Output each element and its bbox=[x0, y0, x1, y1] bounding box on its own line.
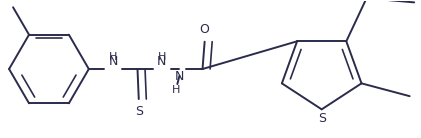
Text: H: H bbox=[172, 85, 180, 95]
Text: N: N bbox=[175, 70, 184, 83]
Text: S: S bbox=[318, 112, 326, 125]
Text: H: H bbox=[157, 52, 166, 62]
Text: S: S bbox=[135, 104, 143, 118]
Text: N: N bbox=[157, 55, 167, 68]
Text: N: N bbox=[109, 55, 118, 68]
Text: H: H bbox=[109, 52, 117, 62]
Text: O: O bbox=[200, 23, 210, 36]
